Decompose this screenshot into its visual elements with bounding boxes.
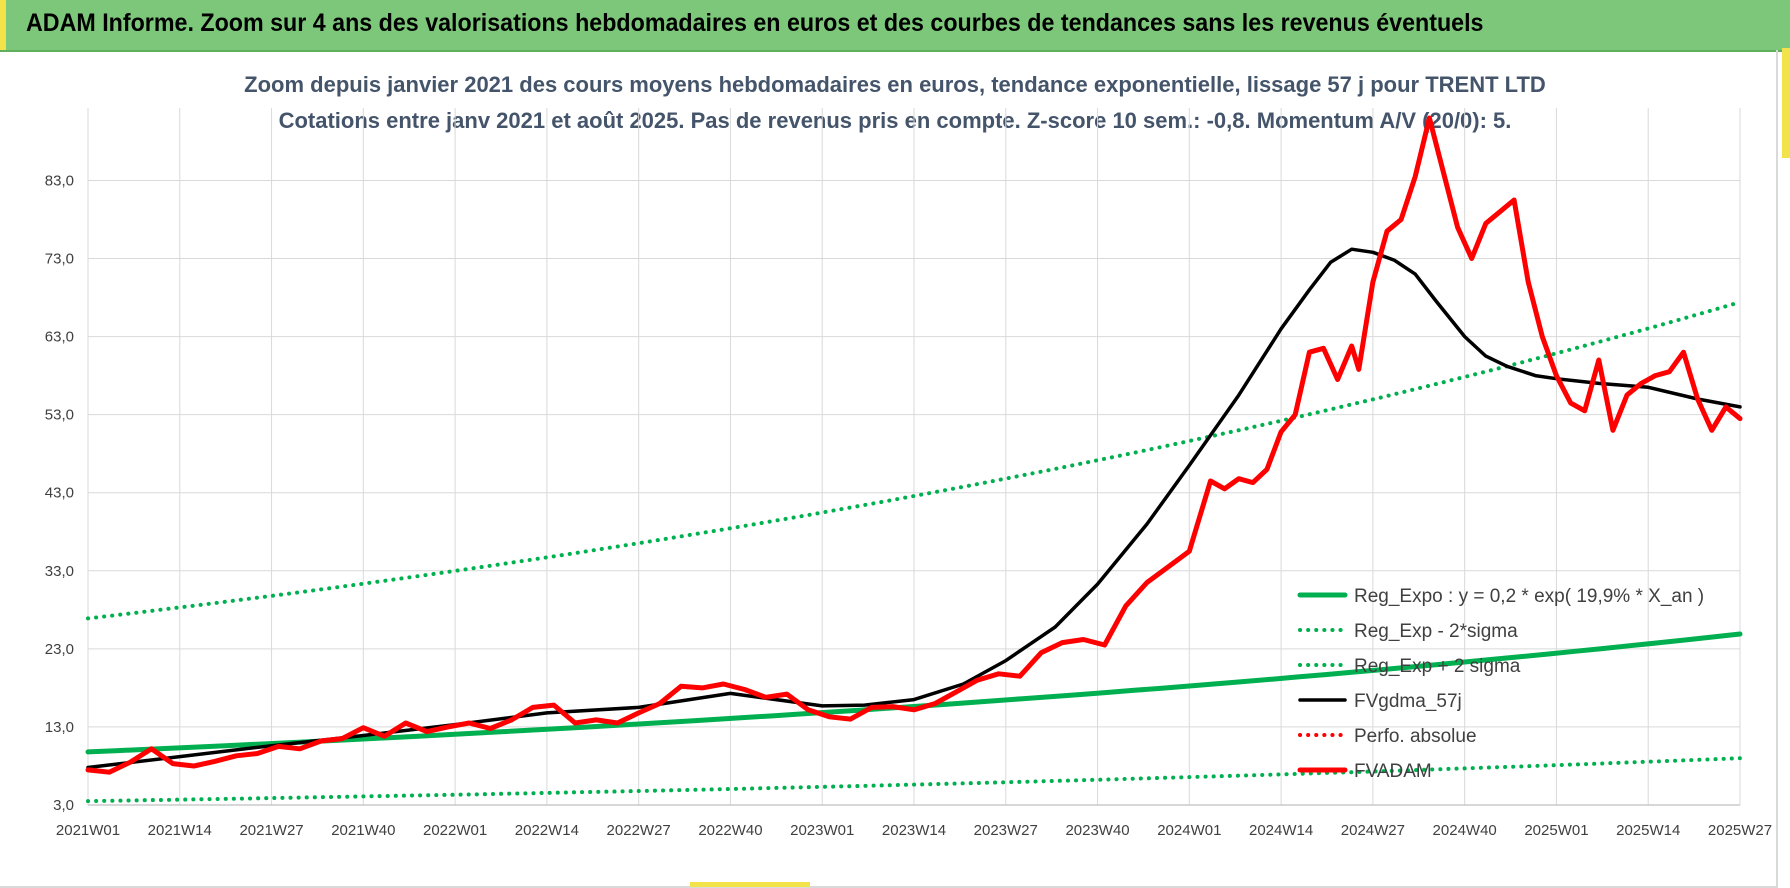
x-tick-label: 2023W40 bbox=[1065, 822, 1129, 839]
left-accent-stripe bbox=[0, 0, 6, 50]
chart-title-line1: Zoom depuis janvier 2021 des cours moyen… bbox=[244, 72, 1546, 97]
x-tick-label: 2023W14 bbox=[882, 822, 946, 839]
legend-label-4: Perfo. absolue bbox=[1354, 726, 1477, 747]
legend-label-2: Reg_Exp + 2 sigma bbox=[1354, 656, 1521, 677]
header-bar: ADAM Informe. Zoom sur 4 ans des valoris… bbox=[0, 0, 1790, 52]
series-line-2 bbox=[86, 300, 1742, 621]
y-tick-label: 33,0 bbox=[45, 563, 74, 580]
x-tick-label: 2022W01 bbox=[423, 822, 487, 839]
x-tick-label: 2024W40 bbox=[1433, 822, 1497, 839]
y-tick-label: 43,0 bbox=[45, 485, 74, 502]
bottom-accent bbox=[690, 882, 810, 887]
x-tick-label: 2022W14 bbox=[515, 822, 579, 839]
legend-label-5: FVADAM bbox=[1354, 761, 1432, 782]
x-tick-label: 2022W40 bbox=[698, 822, 762, 839]
x-tick-label: 2025W27 bbox=[1708, 822, 1772, 839]
x-tick-label: 2025W14 bbox=[1616, 822, 1680, 839]
x-tick-label: 2021W40 bbox=[331, 822, 395, 839]
series-line-5 bbox=[85, 115, 1743, 775]
page-title: ADAM Informe. Zoom sur 4 ans des valoris… bbox=[26, 9, 1484, 37]
right-accent-stripe bbox=[1782, 48, 1790, 158]
x-tick-label: 2023W27 bbox=[974, 822, 1038, 839]
legend-label-0: Reg_Expo : y = 0,2 * exp( 19,9% * X_an ) bbox=[1354, 586, 1704, 607]
y-tick-label: 63,0 bbox=[45, 329, 74, 346]
x-tick-label: 2022W27 bbox=[607, 822, 671, 839]
legend-label-1: Reg_Exp - 2*sigma bbox=[1354, 621, 1518, 642]
x-tick-label: 2023W01 bbox=[790, 822, 854, 839]
series-line-1 bbox=[86, 756, 1742, 804]
x-tick-label: 2021W01 bbox=[56, 822, 120, 839]
x-tick-label: 2024W14 bbox=[1249, 822, 1313, 839]
x-tick-label: 2025W01 bbox=[1524, 822, 1588, 839]
y-tick-label: 3,0 bbox=[53, 797, 74, 814]
y-tick-label: 83,0 bbox=[45, 172, 74, 189]
x-tick-label: 2021W14 bbox=[148, 822, 212, 839]
y-tick-label: 73,0 bbox=[45, 251, 74, 268]
y-tick-label: 53,0 bbox=[45, 407, 74, 424]
x-tick-label: 2024W27 bbox=[1341, 822, 1405, 839]
legend-label-3: FVgdma_57j bbox=[1354, 691, 1462, 712]
x-tick-label: 2024W01 bbox=[1157, 822, 1221, 839]
series-line-0 bbox=[85, 631, 1743, 755]
y-tick-label: 23,0 bbox=[45, 641, 74, 658]
chart-title-line2: Cotations entre janv 2021 et août 2025. … bbox=[278, 108, 1512, 133]
y-tick-label: 13,0 bbox=[45, 719, 74, 736]
x-tick-label: 2021W27 bbox=[239, 822, 303, 839]
series-line-3 bbox=[86, 247, 1742, 770]
